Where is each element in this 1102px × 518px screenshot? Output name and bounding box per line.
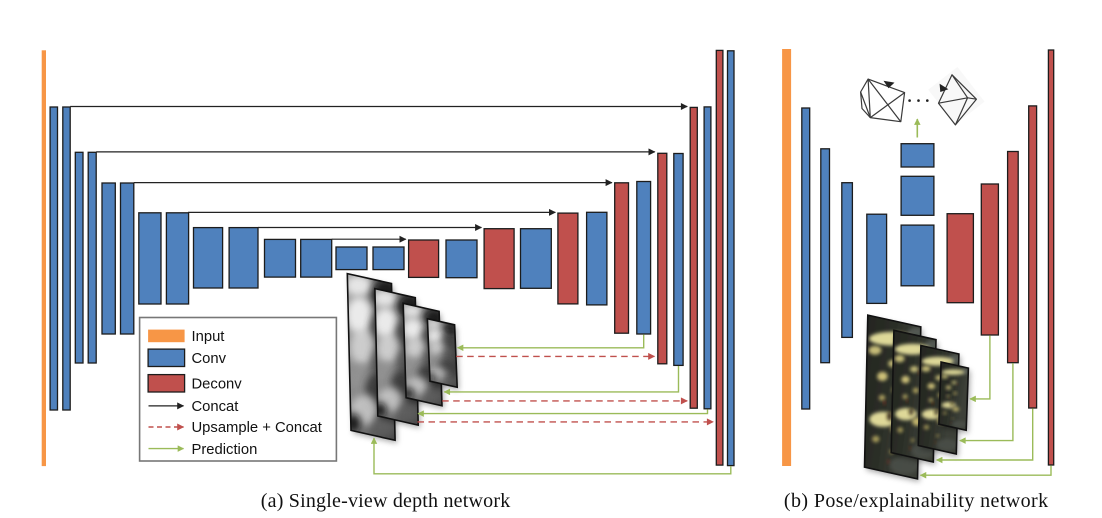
svg-text:Concat: Concat [192,399,239,415]
svg-text:Deconv: Deconv [192,377,243,393]
svg-text:(b) Pose/explainability networ: (b) Pose/explainability network [784,490,1049,512]
svg-text:Conv: Conv [192,351,227,367]
svg-text:Prediction: Prediction [192,442,258,458]
svg-text:Input: Input [192,329,225,345]
svg-text:(a) Single-view depth network: (a) Single-view depth network [261,490,511,512]
svg-text:Upsample + Concat: Upsample + Concat [192,420,322,436]
